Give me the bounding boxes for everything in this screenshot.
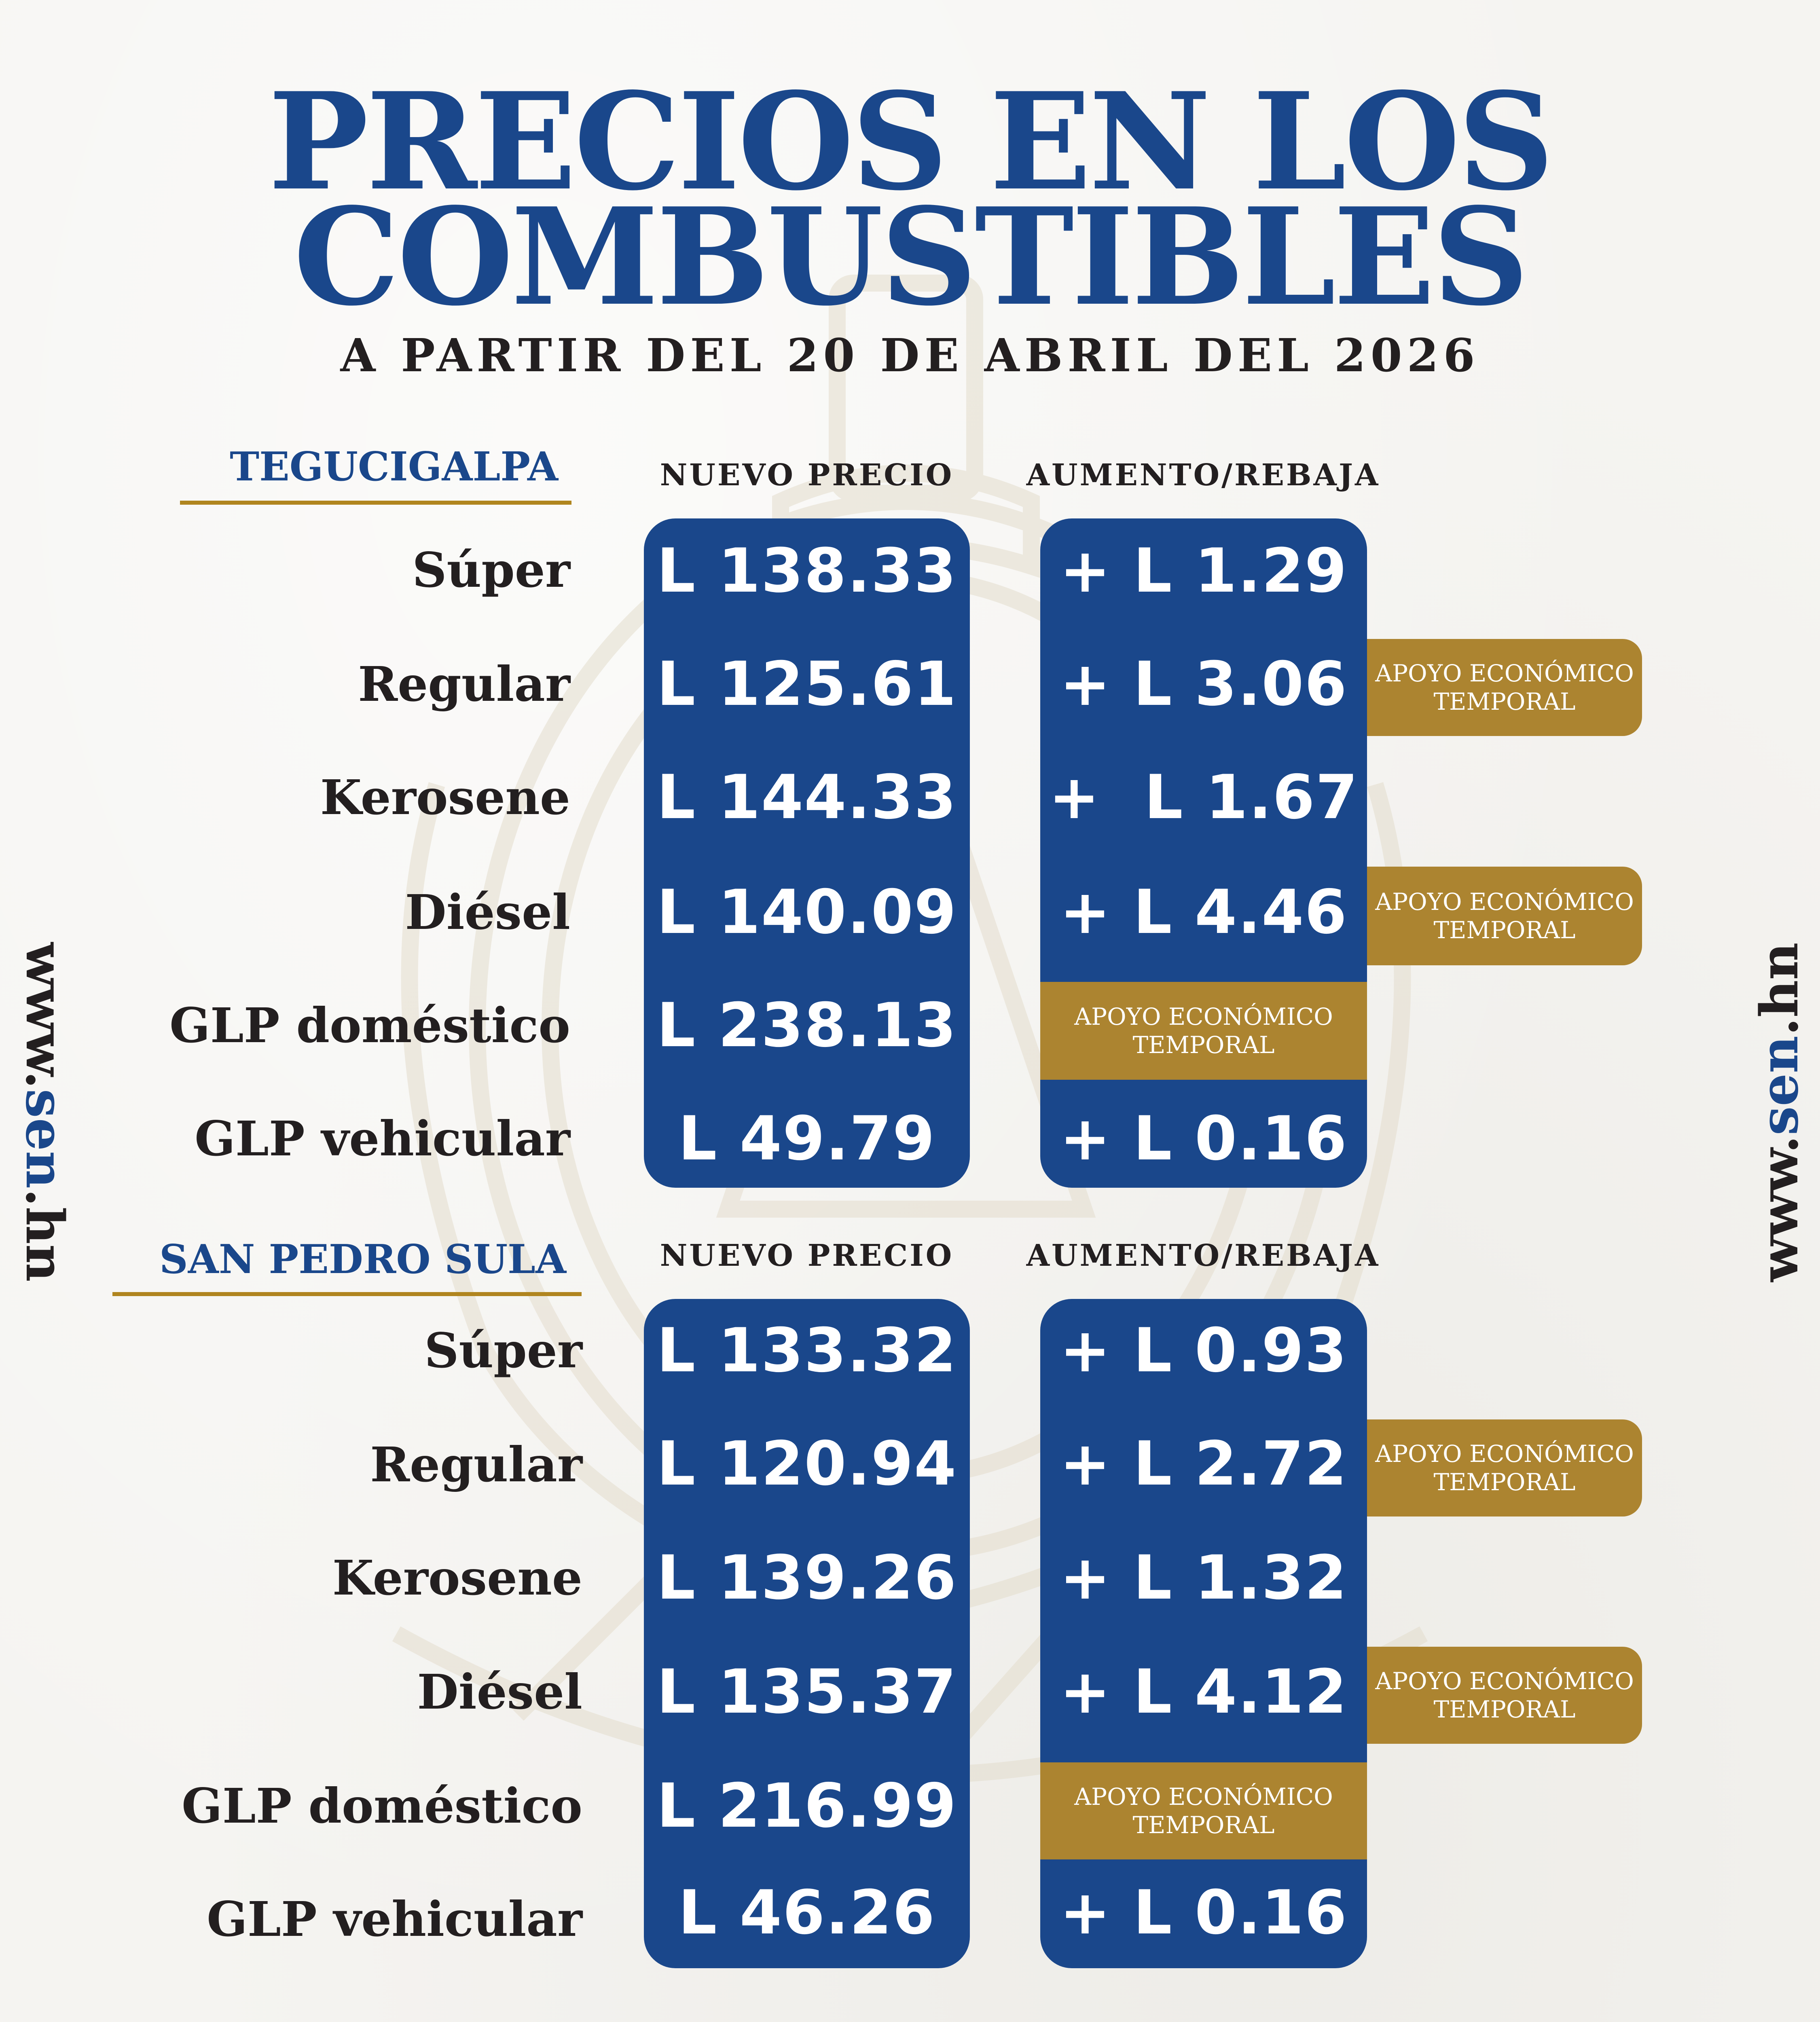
- fuel-label: Kerosene: [320, 769, 570, 825]
- subsidy-tab-diesel: APOYO ECONÓMICO TEMPORAL: [1367, 1647, 1642, 1744]
- price-value: L 125.61: [656, 649, 957, 719]
- fuel-label: Diésel: [417, 1664, 582, 1720]
- price-value: L 139.26: [656, 1543, 957, 1613]
- website-link-right[interactable]: www.sen.hn: [1749, 930, 1810, 1294]
- fuel-label: Regular: [358, 656, 570, 712]
- fuel-label: GLP vehicular: [207, 1891, 582, 1947]
- subsidy-tab-line2: TEMPORAL: [1433, 1696, 1576, 1723]
- subsidy-tab-line2: TEMPORAL: [1433, 688, 1576, 715]
- column-header-price: NUEVO PRECIO: [660, 1238, 954, 1273]
- fuel-label: Regular: [370, 1436, 582, 1493]
- subsidy-band-line1: APOYO ECONÓMICO: [1074, 1783, 1333, 1810]
- fuel-label: Súper: [412, 542, 570, 598]
- subsidy-band: APOYO ECONÓMICO TEMPORAL: [1040, 982, 1367, 1080]
- fuel-label: Kerosene: [332, 1550, 582, 1606]
- price-value: L 216.99: [656, 1771, 957, 1841]
- subsidy-tab-line2: TEMPORAL: [1433, 916, 1576, 944]
- price-value: L 120.94: [656, 1429, 957, 1499]
- subsidy-band-line2: TEMPORAL: [1132, 1811, 1275, 1839]
- subsidy-tab-line2: TEMPORAL: [1433, 1468, 1576, 1496]
- price-value: L 46.26: [678, 1878, 936, 1948]
- subsidy-tab-regular: APOYO ECONÓMICO TEMPORAL: [1367, 639, 1642, 736]
- url-highlight: sen: [14, 1089, 75, 1189]
- change-value: + L 0.93: [1060, 1316, 1348, 1386]
- change-value: + L 3.06: [1060, 649, 1348, 719]
- price-column-box: [644, 1299, 970, 1968]
- subsidy-tab-line1: APOYO ECONÓMICO: [1375, 1667, 1634, 1695]
- change-value: + L 1.32: [1060, 1543, 1348, 1613]
- price-value: L 140.09: [656, 877, 957, 948]
- price-value: L 144.33: [656, 762, 957, 833]
- fuel-label: Diésel: [405, 884, 570, 940]
- fuel-label: Súper: [424, 1322, 582, 1379]
- change-column-box: [1040, 518, 1367, 1188]
- price-value: L 49.79: [678, 1104, 936, 1174]
- change-value: + L 0.16: [1060, 1104, 1348, 1174]
- subsidy-tab-regular: APOYO ECONÓMICO TEMPORAL: [1367, 1419, 1642, 1516]
- price-value: L 238.13: [656, 990, 957, 1061]
- column-header-price: NUEVO PRECIO: [660, 458, 954, 493]
- price-value: L 135.37: [656, 1657, 957, 1727]
- change-value: + L 1.67: [1048, 762, 1359, 833]
- fuel-label: GLP doméstico: [181, 1778, 582, 1834]
- url-suffix: .hn: [14, 1189, 75, 1282]
- page-title-line2: COMBUSTIBLES: [293, 178, 1529, 335]
- city-underline: [180, 501, 571, 505]
- subsidy-tab-line1: APOYO ECONÓMICO: [1375, 888, 1634, 916]
- column-header-change: AUMENTO/REBAJA: [1026, 1238, 1380, 1273]
- city-heading: TEGUCIGALPA: [230, 444, 558, 490]
- subsidy-band-line1: APOYO ECONÓMICO: [1074, 1003, 1333, 1030]
- change-value: + L 4.46: [1060, 877, 1348, 948]
- change-value: + L 4.12: [1060, 1657, 1348, 1727]
- url-suffix: .hn: [1749, 942, 1810, 1036]
- fuel-label: GLP vehicular: [195, 1110, 570, 1167]
- city-heading: SAN PEDRO SULA: [159, 1236, 566, 1283]
- subsidy-tab-diesel: APOYO ECONÓMICO TEMPORAL: [1367, 867, 1642, 965]
- change-column-box: [1040, 1299, 1367, 1968]
- url-highlight: sen: [1749, 1035, 1810, 1136]
- url-prefix: www.: [14, 942, 75, 1089]
- price-value: L 133.32: [656, 1316, 957, 1386]
- url-prefix: www.: [1749, 1135, 1810, 1282]
- city-underline: [112, 1292, 582, 1296]
- subsidy-band-line2: TEMPORAL: [1132, 1031, 1275, 1059]
- price-column-box: [644, 518, 970, 1188]
- website-link-left[interactable]: www.sen.hn: [14, 930, 75, 1294]
- change-value: + L 2.72: [1060, 1429, 1348, 1499]
- fuel-label: GLP doméstico: [169, 997, 570, 1053]
- column-header-change: AUMENTO/REBAJA: [1026, 458, 1380, 493]
- subsidy-band: APOYO ECONÓMICO TEMPORAL: [1040, 1762, 1367, 1859]
- price-value: L 138.33: [656, 536, 957, 606]
- change-value: + L 1.29: [1060, 536, 1348, 606]
- subsidy-tab-line1: APOYO ECONÓMICO: [1375, 660, 1634, 687]
- subsidy-tab-line1: APOYO ECONÓMICO: [1375, 1440, 1634, 1468]
- page-title-line1: PRECIOS EN LOS: [268, 63, 1554, 220]
- effective-date-subtitle: A PARTIR DEL 20 DE ABRIL DEL 2026: [340, 329, 1480, 382]
- change-value: + L 0.16: [1060, 1878, 1348, 1948]
